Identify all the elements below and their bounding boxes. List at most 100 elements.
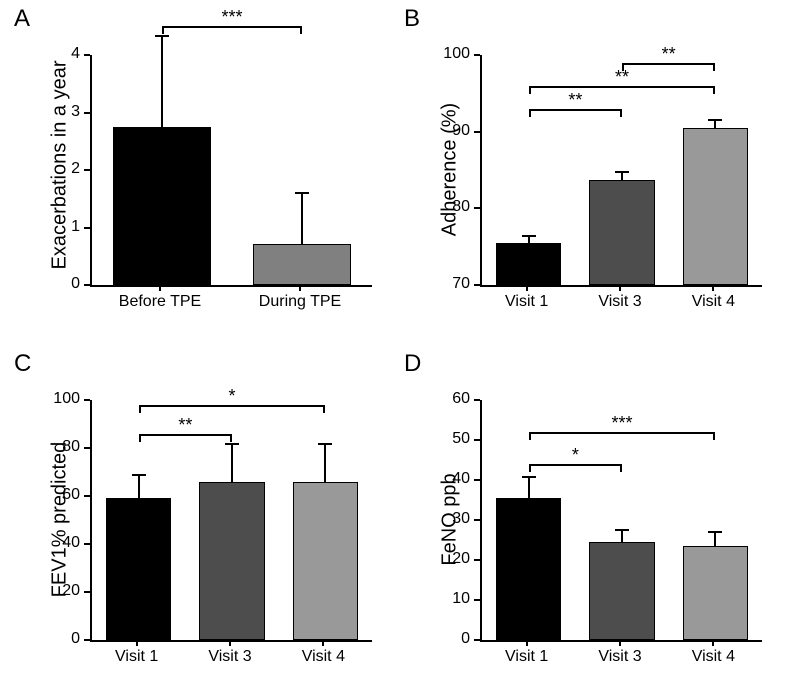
x-tick bbox=[322, 640, 324, 646]
error-cap bbox=[708, 531, 722, 533]
sig-bracket bbox=[713, 86, 715, 94]
sig-stars: * bbox=[212, 391, 252, 401]
y-tick bbox=[474, 639, 480, 641]
bar bbox=[113, 127, 211, 285]
y-tick bbox=[84, 543, 90, 545]
sig-bracket bbox=[230, 434, 232, 442]
bar bbox=[683, 128, 748, 285]
sig-bracket bbox=[529, 464, 531, 472]
y-tick bbox=[474, 284, 480, 286]
bar bbox=[683, 546, 748, 640]
sig-bracket bbox=[139, 405, 141, 413]
plot-area: *** bbox=[90, 55, 372, 287]
error-cap bbox=[615, 529, 629, 531]
y-tick bbox=[474, 399, 480, 401]
x-tick bbox=[526, 640, 528, 646]
panel-B: B******708090100Adherence (%)Visit 1Visi… bbox=[400, 5, 780, 335]
sig-bracket bbox=[323, 405, 325, 413]
x-tick bbox=[299, 285, 301, 291]
x-tick bbox=[159, 285, 161, 291]
bar bbox=[199, 482, 264, 640]
y-tick bbox=[84, 227, 90, 229]
error-bar bbox=[161, 35, 163, 127]
y-tick-label: 0 bbox=[44, 630, 80, 648]
sig-bracket bbox=[713, 432, 715, 440]
x-tick bbox=[526, 285, 528, 291]
error-cap bbox=[615, 171, 629, 173]
sig-bracket bbox=[529, 432, 531, 440]
sig-stars: ** bbox=[555, 95, 595, 105]
sig-bracket bbox=[300, 26, 302, 34]
sig-bracket bbox=[620, 109, 622, 117]
y-tick-label: 70 bbox=[434, 275, 470, 293]
y-tick bbox=[474, 131, 480, 133]
y-tick bbox=[84, 284, 90, 286]
x-tick bbox=[229, 640, 231, 646]
plot-area: *** bbox=[90, 400, 372, 642]
sig-stars: ** bbox=[165, 420, 205, 430]
x-tick-label: Visit 4 bbox=[658, 648, 768, 666]
sig-bracket bbox=[713, 63, 715, 71]
y-tick bbox=[474, 559, 480, 561]
y-tick bbox=[84, 54, 90, 56]
panel-A: A***01234Exacerbations in a yearBefore T… bbox=[10, 5, 390, 335]
sig-stars: *** bbox=[602, 418, 642, 428]
bar bbox=[496, 498, 561, 640]
x-tick bbox=[136, 640, 138, 646]
y-axis-label: FeNO ppb bbox=[439, 420, 462, 620]
panel-D: D****0102030405060FeNO ppbVisit 1Visit 3… bbox=[400, 350, 780, 690]
y-tick bbox=[474, 599, 480, 601]
y-tick-label: 0 bbox=[44, 275, 80, 293]
error-cap bbox=[522, 476, 536, 478]
sig-bracket bbox=[162, 26, 164, 34]
y-tick bbox=[474, 519, 480, 521]
y-tick bbox=[84, 639, 90, 641]
x-tick bbox=[619, 640, 621, 646]
y-tick-label: 100 bbox=[44, 390, 80, 408]
y-tick bbox=[84, 169, 90, 171]
y-tick bbox=[474, 207, 480, 209]
x-tick-label: Visit 4 bbox=[658, 293, 768, 311]
panel-C: C***020406080100FEV1% predictedVisit 1Vi… bbox=[10, 350, 390, 690]
y-tick bbox=[474, 439, 480, 441]
panel-label-A: A bbox=[14, 5, 30, 33]
sig-bracket bbox=[529, 86, 531, 94]
bar bbox=[106, 498, 171, 640]
error-bar bbox=[138, 474, 140, 498]
sig-bracket bbox=[622, 63, 624, 71]
bar bbox=[496, 243, 561, 285]
bar bbox=[253, 244, 351, 285]
bar bbox=[589, 542, 654, 640]
figure-grid: A***01234Exacerbations in a yearBefore T… bbox=[0, 0, 787, 693]
y-tick bbox=[474, 479, 480, 481]
panel-label-C: C bbox=[14, 350, 31, 378]
error-cap bbox=[225, 443, 239, 445]
x-tick-label: Visit 4 bbox=[268, 648, 378, 666]
error-bar bbox=[528, 476, 530, 498]
y-tick bbox=[474, 54, 480, 56]
plot-area: ****** bbox=[480, 55, 762, 287]
error-bar bbox=[231, 443, 233, 481]
x-tick bbox=[712, 285, 714, 291]
plot-area: **** bbox=[480, 400, 762, 642]
x-tick bbox=[712, 640, 714, 646]
y-axis-label: FEV1% predicted bbox=[49, 420, 72, 620]
y-axis-label: Adherence (%) bbox=[439, 70, 462, 270]
y-axis-label: Exacerbations in a year bbox=[49, 70, 72, 270]
y-tick bbox=[84, 447, 90, 449]
sig-stars: * bbox=[555, 450, 595, 460]
x-tick bbox=[619, 285, 621, 291]
panel-label-D: D bbox=[404, 350, 421, 378]
sig-stars: ** bbox=[602, 72, 642, 82]
y-tick bbox=[84, 495, 90, 497]
sig-stars: *** bbox=[212, 12, 252, 22]
y-tick-label: 60 bbox=[434, 390, 470, 408]
error-cap bbox=[522, 235, 536, 237]
error-cap bbox=[318, 443, 332, 445]
panel-label-B: B bbox=[404, 5, 420, 33]
error-bar bbox=[714, 531, 716, 546]
y-tick-label: 0 bbox=[434, 630, 470, 648]
error-bar bbox=[301, 192, 303, 244]
sig-bracket bbox=[620, 464, 622, 472]
sig-stars: ** bbox=[649, 49, 689, 59]
